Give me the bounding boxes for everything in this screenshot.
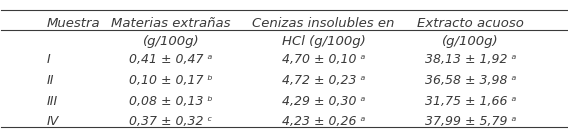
Text: Cenizas insolubles en: Cenizas insolubles en: [252, 17, 395, 30]
Text: 0,37 ± 0,32 ᶜ: 0,37 ± 0,32 ᶜ: [130, 115, 212, 128]
Text: Muestra: Muestra: [47, 17, 100, 30]
Text: 38,13 ± 1,92 ᵃ: 38,13 ± 1,92 ᵃ: [425, 53, 516, 66]
Text: 4,72 ± 0,23 ᵃ: 4,72 ± 0,23 ᵃ: [282, 74, 365, 87]
Text: II: II: [47, 74, 54, 87]
Text: (g/100g): (g/100g): [442, 35, 499, 48]
Text: I: I: [47, 53, 51, 66]
Text: (g/100g): (g/100g): [143, 35, 199, 48]
Text: 4,70 ± 0,10 ᵃ: 4,70 ± 0,10 ᵃ: [282, 53, 365, 66]
Text: HCl (g/100g): HCl (g/100g): [282, 35, 365, 48]
Text: Materias extrañas: Materias extrañas: [111, 17, 231, 30]
Text: 31,75 ± 1,66 ᵃ: 31,75 ± 1,66 ᵃ: [425, 95, 516, 108]
Text: 4,23 ± 0,26 ᵃ: 4,23 ± 0,26 ᵃ: [282, 115, 365, 128]
Text: 36,58 ± 3,98 ᵃ: 36,58 ± 3,98 ᵃ: [425, 74, 516, 87]
Text: Extracto acuoso: Extracto acuoso: [417, 17, 524, 30]
Text: IV: IV: [47, 115, 59, 128]
Text: 0,10 ± 0,17 ᵇ: 0,10 ± 0,17 ᵇ: [129, 74, 213, 87]
Text: 37,99 ± 5,79 ᵃ: 37,99 ± 5,79 ᵃ: [425, 115, 516, 128]
Text: 0,08 ± 0,13 ᵇ: 0,08 ± 0,13 ᵇ: [129, 95, 213, 108]
Text: 4,29 ± 0,30 ᵃ: 4,29 ± 0,30 ᵃ: [282, 95, 365, 108]
Text: 0,41 ± 0,47 ᵃ: 0,41 ± 0,47 ᵃ: [130, 53, 212, 66]
Text: III: III: [47, 95, 58, 108]
